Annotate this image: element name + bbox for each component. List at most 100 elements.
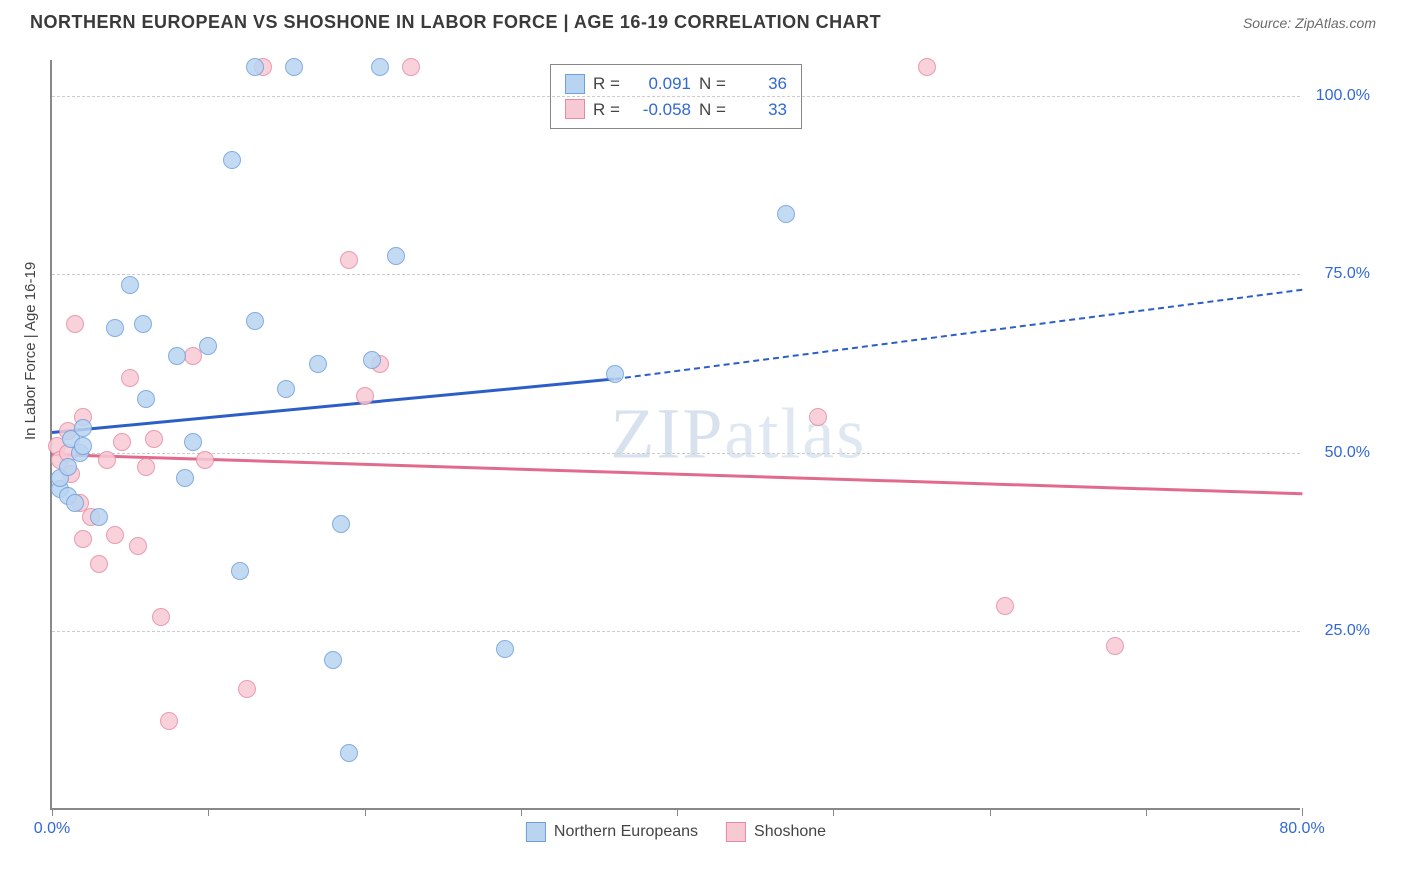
scatter-point <box>324 651 342 669</box>
x-tick <box>365 808 366 816</box>
legend-row-sh: R = -0.058 N = 33 <box>565 97 787 123</box>
scatter-point <box>74 530 92 548</box>
scatter-plot-area: ZIPatlas R = 0.091 N = 36 R = -0.058 N =… <box>50 60 1300 810</box>
scatter-point <box>1106 637 1124 655</box>
scatter-point <box>363 351 381 369</box>
scatter-point <box>59 458 77 476</box>
scatter-point <box>66 315 84 333</box>
legend-swatch-sh-icon <box>726 822 746 842</box>
y-tick-label: 25.0% <box>1310 622 1370 640</box>
scatter-point <box>176 469 194 487</box>
trend-line <box>614 289 1302 380</box>
source-attribution: Source: ZipAtlas.com <box>1243 15 1376 31</box>
grid-line <box>52 631 1300 632</box>
x-tick <box>52 808 53 816</box>
scatter-point <box>285 58 303 76</box>
scatter-point <box>184 433 202 451</box>
scatter-point <box>137 390 155 408</box>
legend-r-label: R = <box>593 97 623 123</box>
scatter-point <box>777 205 795 223</box>
scatter-point <box>277 380 295 398</box>
legend-r-sh: -0.058 <box>631 97 691 123</box>
scatter-point <box>113 433 131 451</box>
x-tick-label: 0.0% <box>34 820 70 838</box>
scatter-point <box>356 387 374 405</box>
legend-swatch-sh <box>565 99 585 119</box>
scatter-point <box>199 337 217 355</box>
x-tick <box>677 808 678 816</box>
chart-title: NORTHERN EUROPEAN VS SHOSHONE IN LABOR F… <box>30 12 881 33</box>
grid-line <box>52 274 1300 275</box>
x-tick <box>208 808 209 816</box>
legend-r-ne: 0.091 <box>631 71 691 97</box>
watermark: ZIPatlas <box>610 393 866 476</box>
y-axis-label: In Labor Force | Age 16-19 <box>22 262 39 440</box>
legend-n-label: N = <box>699 71 729 97</box>
scatter-point <box>340 251 358 269</box>
scatter-point <box>606 365 624 383</box>
scatter-point <box>918 58 936 76</box>
scatter-point <box>137 458 155 476</box>
grid-line <box>52 453 1300 454</box>
legend-n-ne: 36 <box>737 71 787 97</box>
scatter-point <box>996 597 1014 615</box>
scatter-point <box>387 247 405 265</box>
series-legend: Northern Europeans Shoshone <box>526 822 826 842</box>
scatter-point <box>106 319 124 337</box>
legend-item-ne: Northern Europeans <box>526 822 698 842</box>
scatter-point <box>246 58 264 76</box>
scatter-point <box>129 537 147 555</box>
scatter-point <box>246 312 264 330</box>
scatter-point <box>152 608 170 626</box>
x-tick <box>1302 808 1303 816</box>
scatter-point <box>231 562 249 580</box>
scatter-point <box>90 508 108 526</box>
scatter-point <box>98 451 116 469</box>
scatter-point <box>184 347 202 365</box>
scatter-point <box>121 276 139 294</box>
scatter-point <box>106 526 124 544</box>
scatter-point <box>332 515 350 533</box>
legend-n-label: N = <box>699 97 729 123</box>
x-tick <box>1146 808 1147 816</box>
legend-swatch-ne <box>565 74 585 94</box>
legend-swatch-ne-icon <box>526 822 546 842</box>
y-tick-label: 50.0% <box>1310 444 1370 462</box>
scatter-point <box>309 355 327 373</box>
x-tick <box>990 808 991 816</box>
scatter-point <box>238 680 256 698</box>
scatter-point <box>223 151 241 169</box>
legend-label-sh: Shoshone <box>754 823 826 841</box>
scatter-point <box>402 58 420 76</box>
legend-row-ne: R = 0.091 N = 36 <box>565 71 787 97</box>
scatter-point <box>160 712 178 730</box>
scatter-point <box>90 555 108 573</box>
scatter-point <box>66 494 84 512</box>
legend-item-sh: Shoshone <box>726 822 826 842</box>
x-tick-label: 80.0% <box>1279 820 1324 838</box>
scatter-point <box>809 408 827 426</box>
scatter-point <box>371 58 389 76</box>
watermark-thin: atlas <box>724 394 866 474</box>
grid-line <box>52 96 1300 97</box>
trend-line <box>52 453 1302 495</box>
scatter-point <box>168 347 186 365</box>
watermark-bold: ZIP <box>610 394 724 474</box>
legend-label-ne: Northern Europeans <box>554 823 698 841</box>
y-tick-label: 75.0% <box>1310 265 1370 283</box>
x-tick <box>833 808 834 816</box>
chart-header: NORTHERN EUROPEAN VS SHOSHONE IN LABOR F… <box>0 0 1406 41</box>
y-tick-label: 100.0% <box>1310 87 1370 105</box>
legend-n-sh: 33 <box>737 97 787 123</box>
scatter-point <box>74 437 92 455</box>
scatter-point <box>496 640 514 658</box>
scatter-point <box>74 419 92 437</box>
scatter-point <box>196 451 214 469</box>
scatter-point <box>121 369 139 387</box>
legend-r-label: R = <box>593 71 623 97</box>
x-tick <box>521 808 522 816</box>
scatter-point <box>145 430 163 448</box>
scatter-point <box>134 315 152 333</box>
trend-line <box>52 378 615 435</box>
scatter-point <box>340 744 358 762</box>
